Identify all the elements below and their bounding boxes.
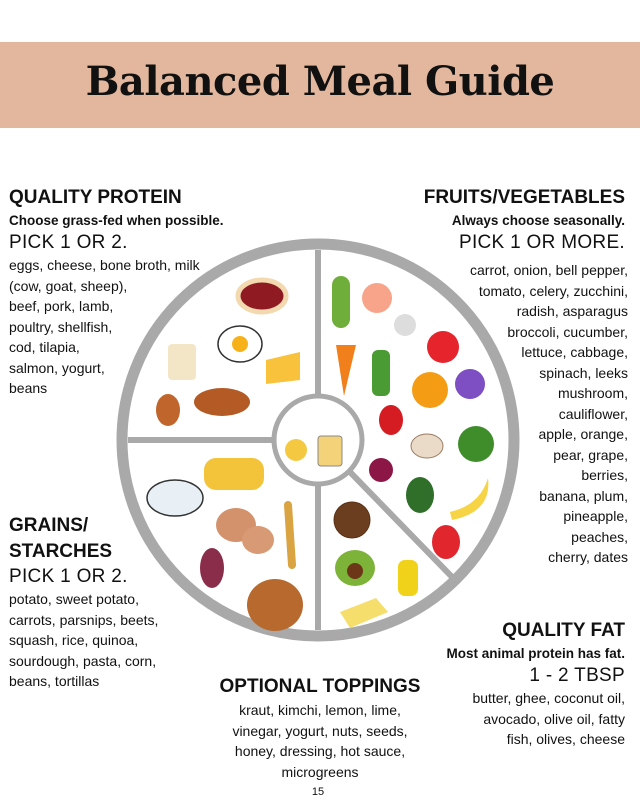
fv-line: broccoli, cucumber, [507,323,628,340]
protein-line: salmon, yogurt, [9,359,105,376]
fv-line: apple, orange, [538,426,628,442]
protein-pick: PICK 1 OR 2. [9,232,128,253]
coconut-icon [333,501,371,539]
honey-jar-icon [317,435,343,467]
butter-icon [340,598,388,628]
grains-line: potato, sweet potato, [9,591,139,607]
toppings-line: vinegar, yogurt, nuts, seeds, [232,722,408,739]
fat-heading: QUALITY FAT [502,620,625,641]
protein-heading: QUALITY PROTEIN [9,187,182,208]
header-band [0,42,640,128]
mushroom-icon [410,433,444,459]
olive-oil-icon [398,560,418,596]
squash-icon [204,458,264,490]
celery-icon [372,350,390,396]
fv-line: cauliflower, [558,405,628,422]
fv-line: cherry, dates [548,549,628,565]
toppings-line: honey, dressing, hot sauce, [234,743,406,759]
fat-line: butter, ghee, coconut oil, [472,690,625,706]
carrot-icon [336,345,356,396]
protein-line: beans [9,380,48,396]
page-number: 15 [311,786,325,798]
fruits-vegetables-list: carrot, onion, bell pepper, tomato, cele… [470,260,628,568]
grains-pick: PICK 1 OR 2. [9,566,128,587]
toppings-heading: OPTIONAL TOPPINGS [219,676,421,697]
beet-icon [369,458,393,482]
protein-line: poultry, shellfish, [9,318,113,335]
fv-line: pineapple, [563,508,628,524]
grains-line: beans, tortillas [9,673,100,689]
bell-pepper-icon [379,405,403,435]
fish-icon [194,388,250,416]
fat-note: Most animal protein has fat. [446,646,625,661]
fv-line: berries, [581,467,628,483]
cheese-icon [266,352,300,384]
steak-icon [235,277,289,315]
rice-bowl-icon [146,479,204,517]
protein-line: beef, pork, lamb, [9,298,114,314]
grains-line: carrots, parsnips, beets, [9,611,159,628]
page-title: Balanced Meal Guide [85,58,555,105]
wheat-icon [284,501,296,569]
banana-icon [450,478,489,520]
fruits-vegetables-note: Always choose seasonally. [451,213,625,228]
fat-line: avocado, olive oil, fatty [483,710,625,727]
protein-line: cod, tilapia, [9,339,80,355]
divider-diagonal [347,469,458,583]
spinach-icon [406,477,434,513]
grains-heading: GRAINS/ [9,515,89,536]
fv-line: banana, plum, [539,487,628,504]
chicken-leg-icon [156,394,180,426]
grains-section: GRAINS/ STARCHES PICK 1 OR 2. potato, sw… [9,513,158,692]
protein-line: (cow, goat, sheep), [9,277,128,294]
strawberry-icon [432,525,460,559]
protein-section: QUALITY PROTEIN Choose grass-fed when po… [9,185,224,399]
grains-line: squash, rice, quinoa, [9,632,139,648]
onion-icon [394,314,416,336]
protein-note: Choose grass-fed when possible. [9,213,224,228]
grains-heading: STARCHES [9,541,113,562]
lemon-icon [285,439,307,461]
fruits-vegetables-heading: FRUITS/VEGETABLES [423,187,625,208]
fv-line: spinach, leeks [539,364,628,381]
cucumber-icon [332,276,350,328]
fruits-vegetables-section: FRUITS/VEGETABLES Always choose seasonal… [424,185,625,255]
fruits-vegetables-pick: PICK 1 OR MORE. [458,232,625,253]
toppings-line: kraut, kimchi, lemon, lime, [239,702,401,718]
fv-line: pear, grape, [553,446,628,463]
fat-line: fish, olives, cheese [506,731,625,747]
peach-icon [362,283,392,313]
orange-icon [412,372,448,408]
toppings-line: microgreens [281,763,359,780]
grains-line: sourdough, pasta, corn, [9,652,157,669]
grapes-icon [455,369,485,399]
fv-line: mushroom, [557,385,628,401]
toppings-section: OPTIONAL TOPPINGS kraut, kimchi, lemon, … [190,674,450,782]
fv-line: peaches, [571,528,628,545]
fv-line: radish, asparagus [516,303,628,319]
fv-line: lettuce, cabbage, [521,344,628,360]
sweet-potato-icon [200,548,224,588]
fat-pick: 1 - 2 TBSP [529,665,625,686]
milk-carton-icon [168,344,196,380]
protein-line: eggs, cheese, bone broth, milk [9,257,200,273]
tomato-icon [427,331,459,363]
broccoli-icon [458,426,494,462]
fat-section: QUALITY FAT Most animal protein has fat.… [446,618,625,750]
fv-line: carrot, onion, bell pepper, [470,262,628,278]
bread-icon [247,579,303,631]
fv-line: tomato, celery, zucchini, [478,282,628,299]
